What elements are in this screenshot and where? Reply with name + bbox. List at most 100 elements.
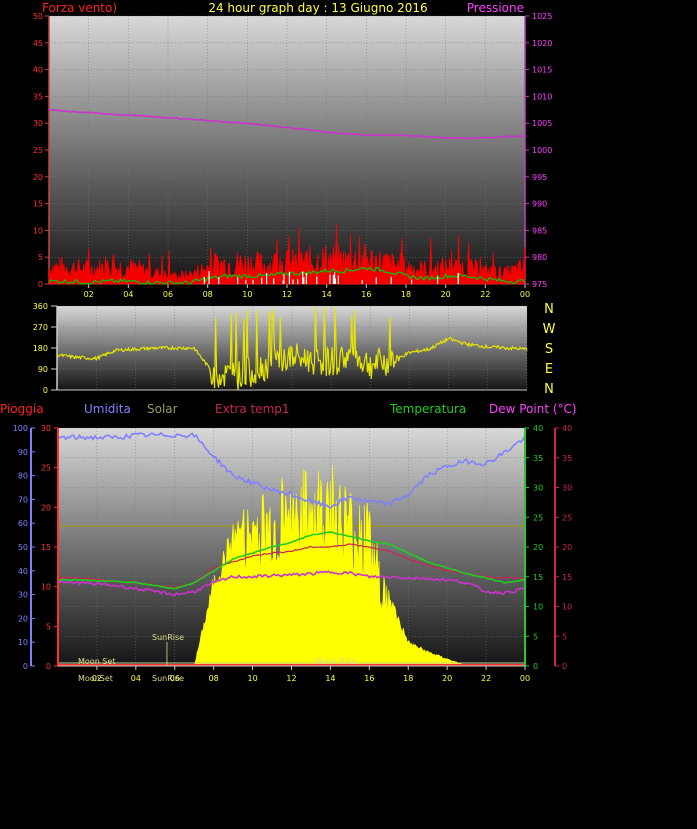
- compass-letter: W: [543, 322, 556, 337]
- climate-x-tick-label: 04: [131, 674, 141, 683]
- pressure-axis-title: Pressione: [467, 1, 524, 15]
- pressure-tick-label: 1000: [532, 146, 552, 155]
- wind-left-tick-label: 30: [33, 119, 43, 128]
- humidity-tick-label: 50: [18, 543, 28, 552]
- dew-point-tick-label: 25: [562, 513, 572, 522]
- rain-tick-label: 20: [41, 503, 51, 512]
- pressure-tick-label: 995: [532, 173, 547, 182]
- dew-point-tick-label: 15: [562, 573, 572, 582]
- dew-point-tick-label: 0: [562, 662, 567, 671]
- climate-data: [57, 431, 526, 667]
- wind-x-tick-label: 00: [520, 290, 530, 299]
- pressure-tick-label: 985: [532, 226, 547, 235]
- wind-left-tick-label: 0: [38, 280, 43, 289]
- temperature-tick-label: 10: [533, 603, 543, 612]
- wind-direction-series: [56, 306, 528, 390]
- legend-temperature: Temperatura: [389, 402, 466, 416]
- humidity-tick-label: 80: [18, 472, 28, 481]
- climate-axes: 0 10 20 30 40 50 60 70 80 90 100 0 5 10 15 20 25 30 0 5 10 15…: [13, 424, 572, 683]
- wind-left-tick-label: 5: [38, 253, 43, 262]
- wind-left-tick-label: 10: [33, 226, 43, 235]
- dew-point-tick-label: 40: [562, 424, 572, 433]
- temperature-tick-label: 0: [533, 662, 538, 671]
- rain-tick-label: 10: [41, 583, 51, 592]
- wind-left-tick-label: 40: [33, 66, 43, 75]
- sunrise-axis-label: SunRise: [152, 674, 184, 683]
- temperature-series: [57, 531, 526, 590]
- wind-left-tick-label: 45: [33, 39, 43, 48]
- wind-x-tick-label: 20: [441, 290, 451, 299]
- direction-data: [56, 306, 528, 390]
- dew-point-tick-label: 5: [562, 632, 567, 641]
- direction-tick-label: 180: [33, 344, 48, 353]
- pressure-tick-label: 1020: [532, 39, 552, 48]
- legend-extra-temp: Extra temp1: [215, 402, 290, 416]
- temperature-tick-label: 30: [533, 484, 543, 493]
- wind-axis-title: Forza vento): [42, 1, 117, 15]
- direction-tick-label: 270: [33, 323, 48, 332]
- legend-dew-point: Dew Point (°C): [489, 402, 577, 416]
- rain-tick-label: 15: [41, 543, 51, 552]
- chart-title: 24 hour graph day : 13 Giugno 2016: [208, 1, 427, 15]
- temperature-tick-label: 35: [533, 454, 543, 463]
- legend-rain: Pioggia: [0, 402, 44, 416]
- sunrise-label: SunRise: [152, 633, 184, 642]
- rain-tick-label: 5: [46, 622, 51, 631]
- dew-point-tick-label: 20: [562, 543, 572, 552]
- humidity-tick-label: 90: [18, 448, 28, 457]
- temperature-tick-label: 15: [533, 573, 543, 582]
- climate-x-tick-label: 10: [247, 674, 257, 683]
- wind-x-tick-label: 14: [322, 290, 332, 299]
- wind-data: [48, 108, 526, 285]
- pressure-tick-label: 980: [532, 253, 547, 262]
- climate-x-tick-label: 06: [170, 674, 180, 683]
- climate-x-tick-label: 18: [403, 674, 413, 683]
- compass-letter: S: [545, 342, 553, 357]
- pressure-series: [48, 108, 526, 140]
- humidity-series: [57, 431, 526, 509]
- dew-point-tick-label: 10: [562, 603, 572, 612]
- pressure-tick-label: 1010: [532, 92, 552, 101]
- wind-x-tick-label: 02: [84, 290, 94, 299]
- humidity-tick-label: 70: [18, 495, 28, 504]
- rain-tick-label: 30: [41, 424, 51, 433]
- direction-axes: 0 90 180 270 360: [33, 302, 527, 395]
- legend-humidity: Umidita: [84, 402, 131, 416]
- wind-x-tick-label: 18: [401, 290, 411, 299]
- climate-x-tick-label: 16: [364, 674, 374, 683]
- climate-x-tick-label: 14: [325, 674, 335, 683]
- dew-point-series: [57, 570, 526, 597]
- climate-x-tick-label: 12: [286, 674, 296, 683]
- temperature-tick-label: 25: [533, 513, 543, 522]
- direction-tick-label: 90: [38, 365, 48, 374]
- wind-left-tick-label: 20: [33, 173, 43, 182]
- wind-x-tick-label: 16: [361, 290, 371, 299]
- humidity-tick-label: 0: [23, 662, 28, 671]
- humidity-tick-label: 60: [18, 519, 28, 528]
- climate-x-tick-label: 02: [92, 674, 102, 683]
- wind-left-tick-label: 15: [33, 200, 43, 209]
- climate-x-tick-label: 20: [442, 674, 452, 683]
- pressure-tick-label: 1015: [532, 66, 552, 75]
- direction-tick-label: 360: [33, 302, 48, 311]
- pressure-tick-label: 1005: [532, 119, 552, 128]
- dew-point-tick-label: 35: [562, 454, 572, 463]
- compass-letter: N: [544, 382, 554, 397]
- climate-x-tick-label: 22: [481, 674, 491, 683]
- moon-set-label: Moon Set: [78, 657, 115, 666]
- wind-x-tick-label: 10: [242, 290, 252, 299]
- wind-x-tick-label: 22: [480, 290, 490, 299]
- wind-x-tick-label: 08: [203, 290, 213, 299]
- humidity-tick-label: 10: [18, 638, 28, 647]
- temperature-tick-label: 40: [533, 424, 543, 433]
- dew-point-tick-label: 30: [562, 484, 572, 493]
- wind-left-tick-label: 25: [33, 146, 43, 155]
- moon-set-axis-label: MoonSet: [78, 674, 113, 683]
- wind-speed-series: [48, 223, 526, 285]
- humidity-tick-label: 20: [18, 614, 28, 623]
- humidity-tick-label: 100: [13, 424, 28, 433]
- direction-tick-label: 0: [43, 386, 48, 395]
